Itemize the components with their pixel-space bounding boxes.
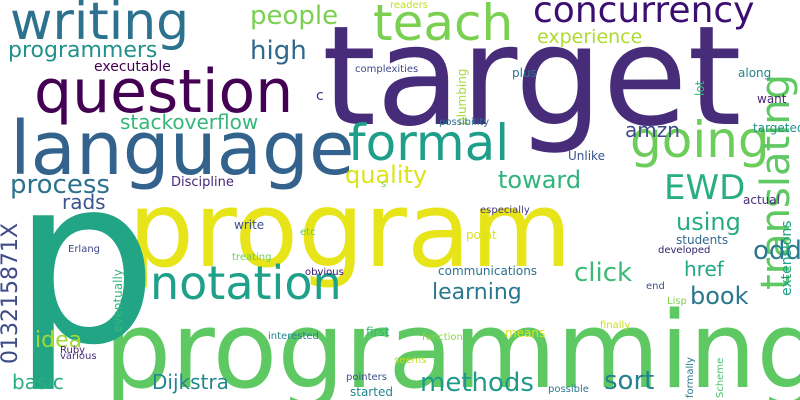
word-Lisp: Lisp bbox=[667, 296, 687, 307]
word-Erlang: Erlang bbox=[68, 244, 101, 255]
word-stackoverflow: stackoverflow bbox=[120, 110, 259, 134]
word-experience: experience bbox=[537, 26, 643, 48]
word-possibility: possibility bbox=[439, 117, 490, 128]
word-obvious: obvious bbox=[305, 267, 344, 278]
word-book: book bbox=[690, 282, 749, 310]
word-point: point bbox=[466, 228, 497, 242]
word-Dijkstra: Dijkstra bbox=[152, 370, 229, 394]
word-idea: idea bbox=[35, 328, 83, 353]
word-students: students bbox=[676, 233, 729, 247]
word-started: started bbox=[350, 385, 393, 399]
word-readers: readers bbox=[390, 0, 428, 11]
word-program: program bbox=[128, 169, 572, 291]
word-target: target bbox=[322, 0, 742, 157]
word-writing: writing bbox=[10, 0, 190, 52]
word-extensions: extensions bbox=[779, 220, 795, 296]
word-interested: interested bbox=[268, 331, 319, 342]
word-finally: finally bbox=[600, 320, 631, 331]
word-going: going bbox=[630, 111, 770, 169]
word-various: various bbox=[60, 351, 97, 362]
word-amzn: amzn bbox=[625, 118, 680, 142]
word-along: along bbox=[738, 66, 772, 80]
word-basic: basic bbox=[12, 370, 64, 394]
word-Scheme: Scheme bbox=[715, 357, 726, 398]
word-programmers: programmers bbox=[8, 38, 158, 63]
word-developed: developed bbox=[658, 245, 711, 256]
word-targeted: targeted bbox=[753, 121, 800, 135]
word-seems: seems bbox=[394, 355, 427, 366]
word-href: href bbox=[684, 257, 724, 281]
word-especially: especially bbox=[480, 205, 530, 216]
word-language: language bbox=[10, 106, 355, 192]
word-formally: formally bbox=[685, 357, 696, 398]
word-high: high bbox=[250, 36, 307, 66]
word-plus: plus bbox=[512, 66, 537, 80]
word-etc: etc bbox=[300, 227, 316, 238]
word-programming: programming bbox=[104, 289, 800, 400]
word-odd: odd bbox=[753, 236, 800, 266]
word-EWD: EWD bbox=[664, 168, 746, 208]
word-teach: teach bbox=[373, 0, 514, 52]
word-complexities: complexities bbox=[355, 64, 419, 75]
word-Unlike: Unlike bbox=[568, 149, 605, 163]
word-013215871X: 013215871X bbox=[0, 222, 23, 364]
word-Discipline: Discipline bbox=[171, 175, 234, 190]
word-p: p bbox=[12, 129, 158, 396]
word-learning: learning bbox=[432, 280, 522, 305]
word-want: want bbox=[757, 92, 787, 106]
word-c: c bbox=[316, 88, 324, 104]
word-concurrency: concurrency bbox=[533, 0, 755, 31]
word-rads: rads bbox=[62, 190, 106, 214]
word-eventually: eventually bbox=[111, 269, 125, 332]
word-executable: executable bbox=[94, 59, 171, 75]
word-click: click bbox=[574, 258, 633, 288]
word-Ruby: Ruby bbox=[60, 345, 86, 356]
word-people: people bbox=[250, 1, 339, 31]
word-methods: methods bbox=[420, 368, 534, 398]
word-communications: communications bbox=[438, 264, 538, 278]
word-end: end bbox=[646, 281, 665, 292]
word-function: function bbox=[422, 332, 463, 343]
word-s: s bbox=[381, 179, 387, 190]
word-question: question bbox=[34, 57, 294, 127]
word-lot: lot bbox=[693, 80, 707, 96]
word-quality: quality bbox=[345, 161, 428, 189]
word-possible: possible bbox=[548, 384, 589, 395]
word-sort: sort bbox=[604, 366, 655, 396]
word-first: first bbox=[366, 325, 390, 339]
word-actual: actual bbox=[743, 193, 780, 207]
word-process: process bbox=[10, 170, 110, 200]
word-formal: formal bbox=[348, 114, 510, 172]
word-write: write bbox=[234, 218, 265, 232]
word-using: using bbox=[676, 208, 741, 236]
word-notation: notation bbox=[150, 256, 342, 310]
word-pointers: pointers bbox=[346, 372, 387, 383]
word-treating: treating bbox=[232, 252, 272, 263]
word-toward: toward bbox=[498, 166, 582, 194]
word-means: means bbox=[505, 326, 546, 340]
